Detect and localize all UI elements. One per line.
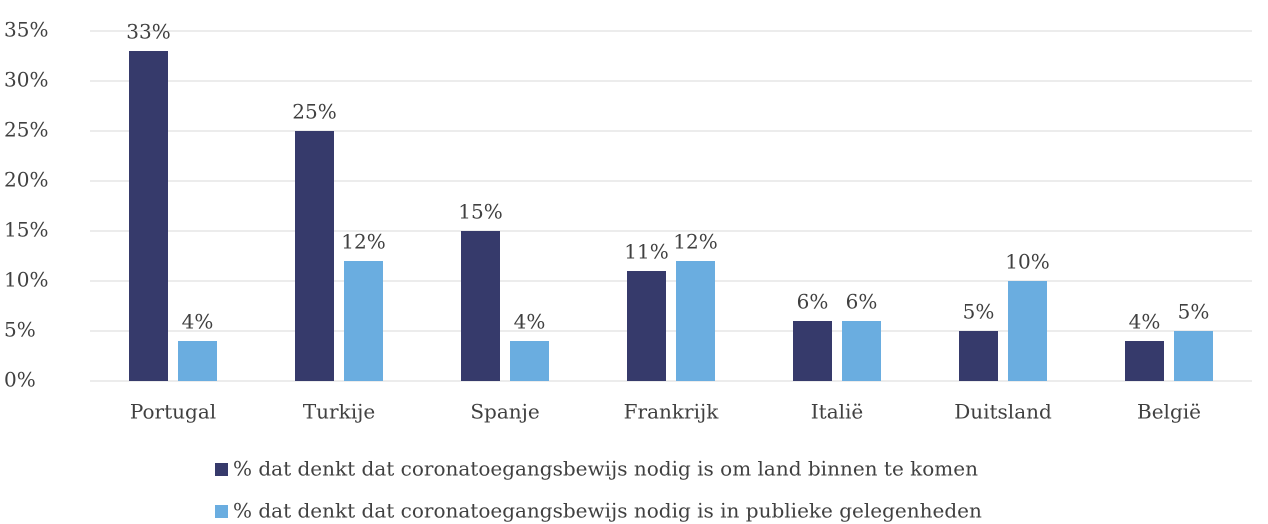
x-tick-label: Duitsland — [954, 400, 1052, 424]
value-label: 5% — [1178, 300, 1210, 324]
y-tick-label: 35% — [4, 18, 48, 42]
value-label: 10% — [1005, 250, 1049, 274]
value-label: 4% — [182, 310, 214, 334]
value-label: 11% — [624, 240, 668, 264]
bar — [676, 261, 715, 381]
value-label: 5% — [963, 300, 995, 324]
y-tick-label: 25% — [4, 118, 48, 142]
value-label: 4% — [514, 310, 546, 334]
bar — [793, 321, 832, 381]
bar — [1008, 281, 1047, 381]
legend-marker — [215, 505, 228, 518]
y-tick-label: 10% — [4, 268, 48, 292]
value-label: 25% — [292, 100, 336, 124]
value-label: 33% — [126, 20, 170, 44]
bar — [510, 341, 549, 381]
legend-label: % dat denkt dat coronatoegangsbewijs nod… — [233, 457, 978, 481]
bar — [295, 131, 334, 381]
x-tick-label: Italië — [811, 400, 864, 424]
bar — [1174, 331, 1213, 381]
y-tick-label: 15% — [4, 218, 48, 242]
bar — [178, 341, 217, 381]
value-label: 6% — [846, 290, 878, 314]
x-tick-label: Frankrijk — [624, 400, 720, 424]
bar — [344, 261, 383, 381]
bar — [1125, 341, 1164, 381]
legend-marker — [215, 463, 228, 476]
bar — [129, 51, 168, 381]
value-label: 4% — [1129, 310, 1161, 334]
x-tick-label: Portugal — [130, 400, 216, 424]
x-tick-label: Turkije — [303, 400, 375, 424]
value-label: 12% — [341, 230, 385, 254]
value-label: 15% — [458, 200, 502, 224]
y-tick-label: 30% — [4, 68, 48, 92]
bar — [627, 271, 666, 381]
bar — [959, 331, 998, 381]
y-tick-label: 0% — [4, 368, 36, 392]
value-label: 6% — [797, 290, 829, 314]
bar — [461, 231, 500, 381]
value-label: 12% — [673, 230, 717, 254]
legend-label: % dat denkt dat coronatoegangsbewijs nod… — [233, 499, 982, 523]
y-tick-label: 20% — [4, 168, 48, 192]
x-tick-label: België — [1137, 400, 1201, 424]
x-tick-label: Spanje — [470, 400, 539, 424]
y-tick-label: 5% — [4, 318, 36, 342]
bar — [842, 321, 881, 381]
